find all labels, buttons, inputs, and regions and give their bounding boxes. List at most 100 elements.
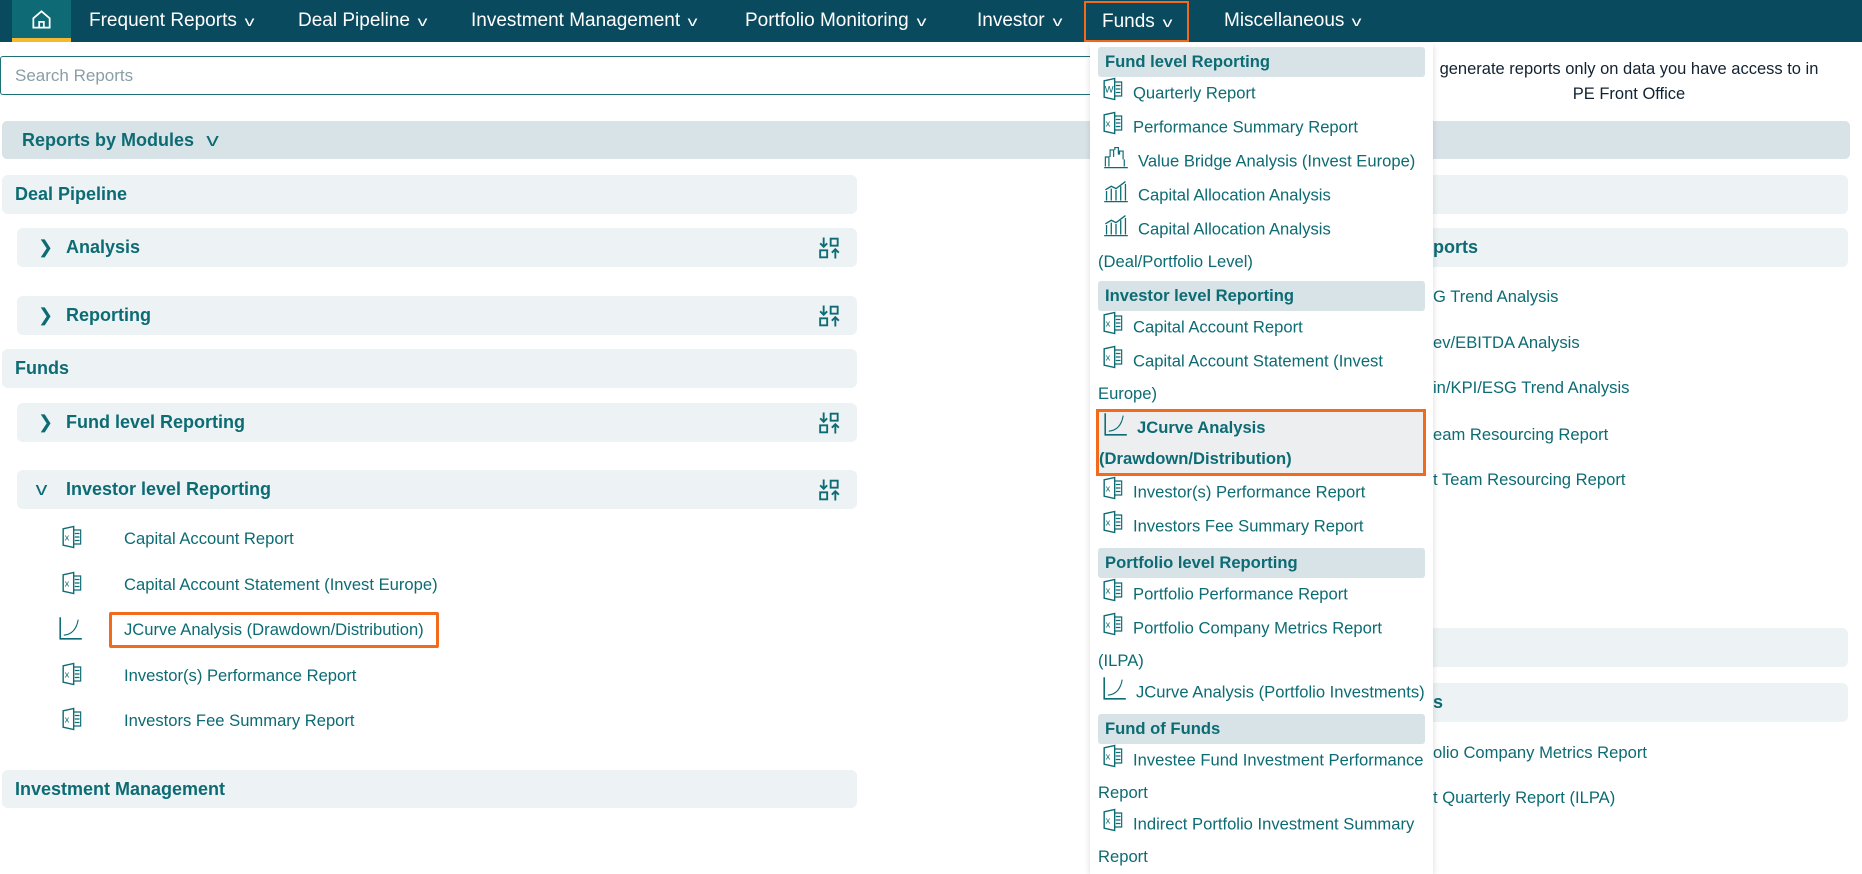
report-label: Investor(s) Performance Report xyxy=(124,666,357,685)
excel-icon: x xyxy=(62,571,83,600)
chevron-down-icon: v xyxy=(35,479,48,499)
dropdown-item-label: JCurve Analysis (Portfolio Investments) xyxy=(1136,682,1425,702)
dropdown-item[interactable]: Capital Allocation Analysis (Deal/Portfo… xyxy=(1098,213,1425,277)
sort-icon[interactable] xyxy=(819,236,840,265)
group-label: Investor level Reporting xyxy=(66,479,272,499)
svg-text:x: x xyxy=(65,532,70,542)
dropdown-item[interactable]: JCurve Analysis (Drawdown/Distribution) xyxy=(1096,409,1426,476)
right-section: s xyxy=(1425,683,1848,722)
section-title: Funds xyxy=(15,358,69,378)
dropdown-item[interactable]: JCurve Analysis (Portfolio Investments) xyxy=(1098,676,1425,710)
top-nav: Frequent Reports v Deal Pipeline v Investm… xyxy=(0,0,1862,42)
dropdown-item-label: Capital Account Statement (Invest Europe… xyxy=(1098,351,1383,403)
report-link[interactable]: t Team Resourcing Report xyxy=(1433,470,1626,489)
svg-text:x: x xyxy=(65,578,70,588)
nav-label: Portfolio Monitoring xyxy=(745,10,909,31)
dropdown-item[interactable]: Capital Allocation Analysis xyxy=(1098,179,1425,213)
report-link[interactable]: G Trend Analysis xyxy=(1433,287,1559,306)
dropdown-item[interactable]: x Performance Summary Report xyxy=(1098,111,1425,145)
dropdown-item[interactable]: x Investee Fund Investment Performance Re… xyxy=(1098,744,1425,808)
section-title: Investment Management xyxy=(15,778,226,799)
excel-icon: x xyxy=(62,707,83,736)
reports-by-modules-toggle[interactable]: Reports by Modules v xyxy=(2,121,1850,159)
nav-miscellaneous[interactable]: Miscellaneous v xyxy=(1224,0,1362,42)
notice-line: PE Front Office xyxy=(1572,85,1686,103)
home-icon xyxy=(32,9,51,29)
dropdown-item[interactable]: W Quarterly Report xyxy=(1098,77,1425,111)
word-icon: W xyxy=(1103,77,1124,111)
svg-text:x: x xyxy=(65,669,70,679)
sort-icon[interactable] xyxy=(819,478,840,507)
report-label: Capital Account Report xyxy=(124,529,294,548)
excel-icon: x xyxy=(1103,808,1124,842)
dropdown-item-label: Portfolio Performance Report xyxy=(1133,584,1348,604)
sort-icon[interactable] xyxy=(819,411,840,440)
dropdown-item[interactable]: x Portfolio Performance Report xyxy=(1098,578,1425,612)
section-title: ports xyxy=(1433,237,1478,257)
dropdown-item-label: Portfolio Company Metrics Report (ILPA) xyxy=(1098,618,1382,670)
group-analysis[interactable]: ❯ Analysis xyxy=(17,228,857,267)
nav-label: Investor xyxy=(977,10,1045,31)
nav-investor[interactable]: Investor v xyxy=(977,0,1062,42)
nav-deal-pipeline[interactable]: Deal Pipeline v xyxy=(298,0,428,42)
nav-frequent-reports[interactable]: Frequent Reports v xyxy=(89,0,254,42)
report-label: JCurve Analysis (Drawdown/Distribution) xyxy=(109,612,439,648)
report-link[interactable]: JCurve Analysis (Drawdown/Distribution) xyxy=(59,612,439,648)
nav-label: Funds xyxy=(1102,11,1155,32)
report-link[interactable]: x Capital Account Report xyxy=(62,525,294,549)
chevron-down-icon: v xyxy=(417,13,428,29)
section-funds: Funds xyxy=(2,349,857,388)
chevron-down-icon: v xyxy=(916,13,927,29)
excel-icon: x xyxy=(62,525,83,554)
dropdown-item[interactable]: x Investors Fee Summary Report xyxy=(1098,510,1425,544)
nav-funds[interactable]: Funds v xyxy=(1084,1,1189,42)
jcurve-chart-icon xyxy=(1103,676,1127,710)
group-fund-level-reporting[interactable]: ❯ Fund level Reporting xyxy=(17,403,857,442)
report-link[interactable]: x Investor(s) Performance Report xyxy=(62,662,357,686)
jcurve-chart-icon xyxy=(59,616,83,645)
dropdown-item[interactable]: x Investor(s) Performance Report xyxy=(1098,476,1425,510)
svg-text:x: x xyxy=(65,714,70,724)
report-label: Investors Fee Summary Report xyxy=(124,711,355,730)
jcurve-chart-icon xyxy=(1104,412,1128,445)
dropdown-item[interactable]: x Capital Account Statement (Invest Europ… xyxy=(1098,345,1425,409)
excel-icon: x xyxy=(62,662,83,691)
report-link[interactable]: in/KPI/ESG Trend Analysis xyxy=(1433,378,1630,397)
right-section xyxy=(1425,628,1848,667)
home-button[interactable] xyxy=(12,0,71,42)
nav-label: Miscellaneous xyxy=(1224,10,1345,31)
sort-icon[interactable] xyxy=(819,304,840,333)
dropdown-item-label: Investee Fund Investment Performance Rep… xyxy=(1098,750,1424,802)
group-label: Analysis xyxy=(66,237,141,257)
report-link[interactable]: ev/EBITDA Analysis xyxy=(1433,333,1580,352)
nav-portfolio-monitoring[interactable]: Portfolio Monitoring v xyxy=(745,0,927,42)
dropdown-item[interactable]: x Portfolio Company Metrics Report (ILPA) xyxy=(1098,612,1425,676)
svg-text:x: x xyxy=(1106,518,1111,528)
chevron-down-icon: v xyxy=(1052,13,1062,29)
report-link[interactable]: t Quarterly Report (ILPA) xyxy=(1433,788,1616,807)
chevron-right-icon: ❯ xyxy=(38,305,54,325)
dropdown-item[interactable]: x Indirect Portfolio Investment Summary R… xyxy=(1098,808,1425,872)
excel-icon: x xyxy=(1103,311,1124,345)
report-link[interactable]: x Investors Fee Summary Report xyxy=(62,707,355,731)
svg-text:W: W xyxy=(1105,85,1114,95)
bar-chart-icon xyxy=(1103,213,1129,247)
dropdown-item[interactable]: Value Bridge Analysis (Invest Europe) xyxy=(1098,145,1425,179)
nav-label: Deal Pipeline xyxy=(298,10,410,31)
dropdown-group-header: Fund of Funds xyxy=(1098,714,1425,744)
group-investor-level-reporting[interactable]: v Investor level Reporting xyxy=(17,470,857,509)
report-link[interactable]: olio Company Metrics Report xyxy=(1433,743,1647,762)
section-title: s xyxy=(1433,692,1444,712)
dropdown-item[interactable]: x Capital Account Report xyxy=(1098,311,1425,345)
chevron-down-icon: v xyxy=(1162,14,1173,30)
dropdown-item-label: Investor(s) Performance Report xyxy=(1133,482,1366,502)
group-reporting[interactable]: ❯ Reporting xyxy=(17,296,857,335)
report-link[interactable]: eam Resourcing Report xyxy=(1433,425,1609,444)
nav-investment-management[interactable]: Investment Management v xyxy=(471,0,698,42)
report-link[interactable]: x Capital Account Statement (Invest Europ… xyxy=(62,571,438,595)
section-title: Deal Pipeline xyxy=(15,184,128,204)
svg-text:x: x xyxy=(1106,816,1111,826)
group-label: Reporting xyxy=(66,305,151,325)
svg-text:x: x xyxy=(1106,353,1111,363)
